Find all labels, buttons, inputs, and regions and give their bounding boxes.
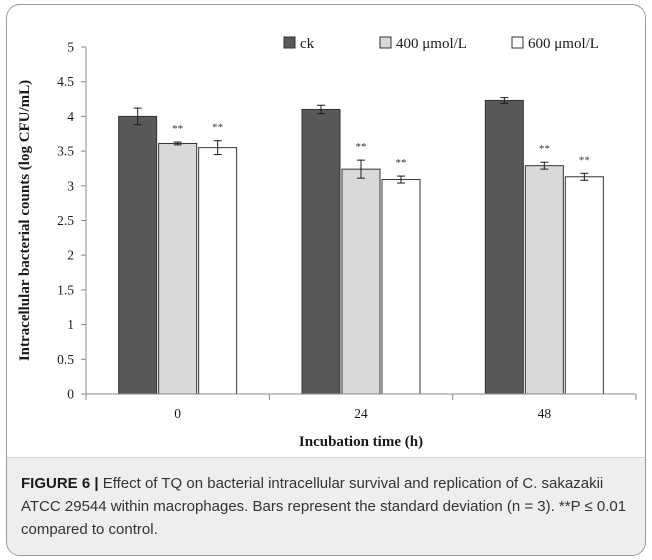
- y-tick-label: 0: [67, 387, 74, 402]
- caption-lead: FIGURE 6 |: [21, 475, 99, 492]
- y-tick-label: 4: [67, 109, 74, 124]
- legend-swatch: [511, 36, 524, 49]
- x-tick-label: 48: [538, 406, 552, 421]
- legend-label: ck: [300, 36, 315, 52]
- x-axis-ticks: 0 24 48: [85, 394, 637, 421]
- bar: [524, 165, 564, 395]
- bar: [118, 115, 158, 395]
- significance-label: **: [396, 157, 407, 169]
- x-axis-title: Incubation time (h): [299, 434, 423, 450]
- y-tick-label: 0.5: [57, 352, 74, 367]
- significance-label: **: [356, 141, 367, 153]
- legend-swatch: [283, 36, 296, 49]
- caption-area: FIGURE 6 | Effect of TQ on bacterial int…: [7, 457, 645, 555]
- bar: [564, 176, 604, 395]
- legend: ck 400 μmol/L 600 μmol/L: [283, 36, 599, 52]
- bar: [198, 147, 238, 395]
- bar-series: [118, 99, 604, 395]
- caption-body: Effect of TQ on bacterial intracellular …: [21, 475, 627, 538]
- error-bars: [133, 97, 589, 184]
- y-tick-label: 1: [67, 317, 74, 332]
- y-axis-title: Intracellular bacterial counts (log CFU/…: [17, 80, 33, 361]
- bar: [381, 179, 421, 395]
- y-tick-label: 3: [67, 178, 74, 193]
- legend-swatch: [379, 36, 392, 49]
- y-tick-label: 1.5: [57, 282, 74, 297]
- figure-card: 0 0.5 1 1.5 2 2.5 3 3.5 4 4.5 5 0 24 48 ** ** ** ** ** **…: [6, 4, 646, 556]
- y-tick-label: 3.5: [57, 144, 74, 159]
- figure-caption: FIGURE 6 | Effect of TQ on bacterial int…: [21, 472, 633, 541]
- y-tick-label: 5: [67, 40, 74, 55]
- bar: [301, 108, 341, 395]
- significance-label: **: [539, 143, 550, 155]
- legend-label: 400 μmol/L: [396, 36, 467, 52]
- significance-markers: ** ** ** ** ** **: [172, 122, 590, 169]
- legend-label: 600 μmol/L: [528, 36, 599, 52]
- significance-label: **: [579, 154, 590, 166]
- y-tick-label: 2.5: [57, 213, 74, 228]
- y-axis-ticks: 0 0.5 1 1.5 2 2.5 3 3.5 4 4.5 5: [57, 40, 86, 402]
- bar: [158, 142, 198, 395]
- x-tick-label: 24: [354, 406, 368, 421]
- y-tick-label: 4.5: [57, 74, 74, 89]
- bar-chart: 00.511.522.533.544.55 0 24 48 **** ****** **…: [17, 36, 637, 450]
- significance-label: **: [212, 122, 223, 134]
- bar: [484, 99, 524, 395]
- bar: [341, 168, 381, 395]
- y-tick-label: 2: [67, 248, 74, 263]
- significance-label: **: [172, 123, 183, 135]
- x-tick-label: 0: [174, 406, 181, 421]
